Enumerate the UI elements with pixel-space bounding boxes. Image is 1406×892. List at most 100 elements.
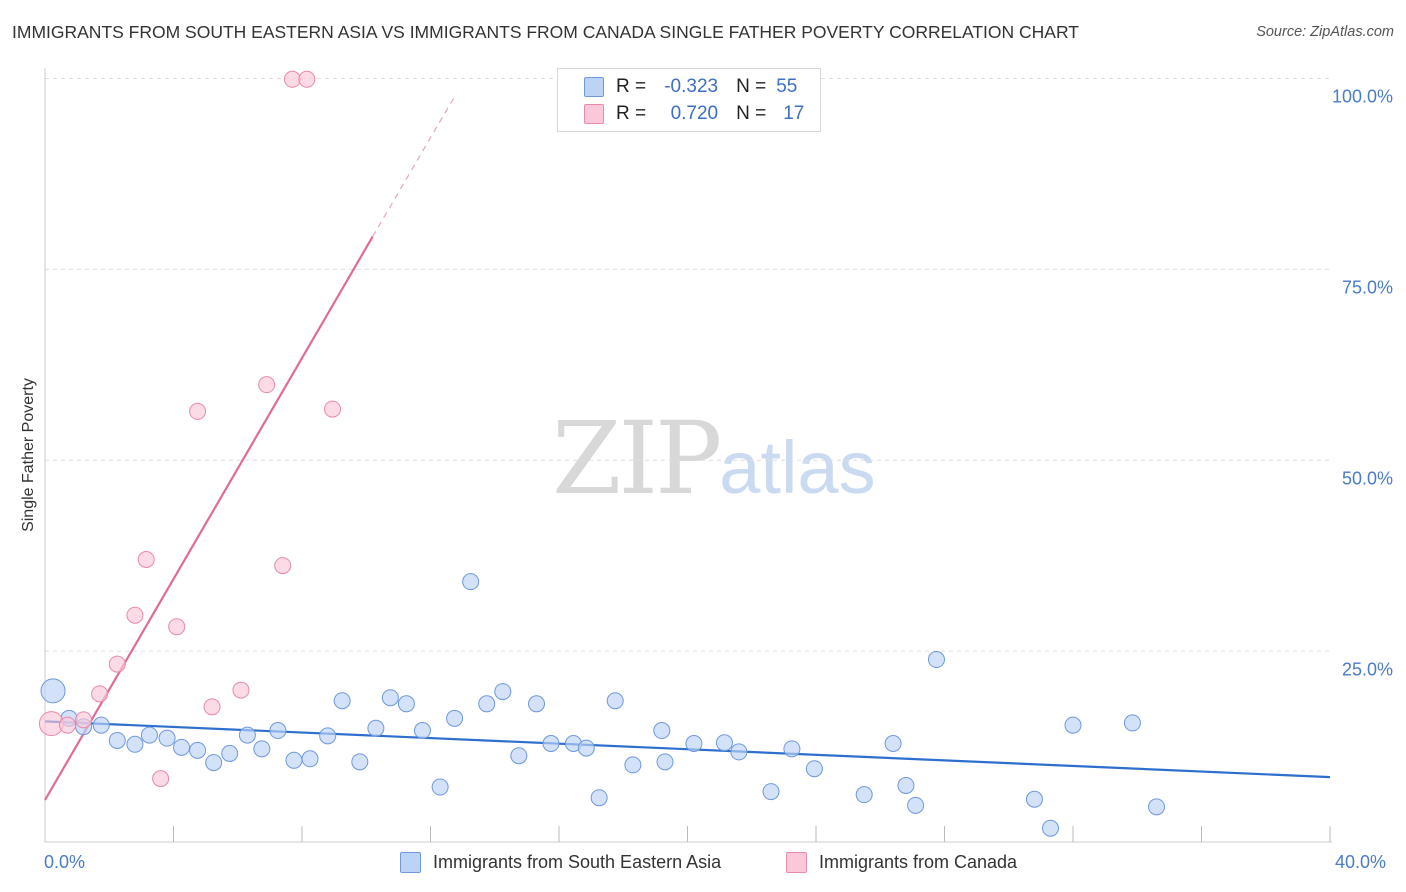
point-sea xyxy=(173,738,191,756)
legend-row-sea: R = -0.323 N = 55 xyxy=(558,74,797,100)
trendline-canada xyxy=(44,235,374,801)
legend-n-value: 55 xyxy=(776,76,798,97)
point-sea xyxy=(762,783,780,801)
legend-swatch-blue xyxy=(400,852,421,873)
legend-item-sea: Immigrants from South Eastern Asia xyxy=(400,852,721,873)
point-sea xyxy=(462,573,480,591)
point-canada xyxy=(324,400,342,418)
point-sea xyxy=(269,722,287,740)
point-sea xyxy=(205,754,223,772)
legend-label-sea: Immigrants from South Eastern Asia xyxy=(433,852,722,872)
point-sea xyxy=(590,789,608,807)
point-sea xyxy=(606,692,624,710)
point-canada xyxy=(189,402,207,420)
y-tick-label-75: 75.0% xyxy=(1341,277,1393,298)
legend-r-value: 0.720 xyxy=(670,103,719,124)
point-sea xyxy=(783,740,801,758)
correlation-legend: R = -0.323 N = 55 R = 0.720 N = 17 xyxy=(557,68,821,132)
source-credit: Source: ZipAtlas.com xyxy=(1256,24,1394,40)
point-canada xyxy=(58,716,76,734)
point-sea xyxy=(126,735,144,753)
legend-n-label: N = xyxy=(736,76,767,97)
legend-r-label: R = xyxy=(616,76,647,97)
point-sea xyxy=(1123,714,1141,732)
point-sea xyxy=(285,751,303,769)
legend-r-label: R = xyxy=(616,103,647,124)
point-sea xyxy=(805,760,823,778)
point-sea xyxy=(189,741,207,759)
trendline-sea xyxy=(44,720,1331,779)
chart-title: IMMIGRANTS FROM SOUTH EASTERN ASIA VS IM… xyxy=(12,22,1079,42)
point-sea xyxy=(367,719,385,737)
legend-label-canada: Immigrants from Canada xyxy=(819,852,1018,872)
point-sea xyxy=(413,722,431,740)
point-sea xyxy=(653,722,671,740)
point-canada xyxy=(274,557,292,575)
point-canada xyxy=(298,70,316,88)
point-sea xyxy=(730,743,748,761)
legend-n-label: N = xyxy=(736,103,767,124)
y-tick-label-50: 50.0% xyxy=(1341,468,1393,489)
point-sea xyxy=(319,727,337,745)
y-axis-label: Single Father Poverty xyxy=(20,378,37,532)
data-points xyxy=(38,70,1166,837)
point-sea xyxy=(510,747,528,765)
point-canada xyxy=(258,376,276,394)
trendline-canada-extension xyxy=(372,93,457,237)
point-sea xyxy=(494,683,512,701)
point-canada xyxy=(137,551,155,569)
point-sea xyxy=(238,726,256,744)
point-sea xyxy=(381,689,399,707)
point-canada xyxy=(91,685,109,703)
point-sea xyxy=(656,753,674,771)
point-sea xyxy=(478,695,496,713)
legend-row-canada: R = 0.720 N = 17 xyxy=(558,101,804,127)
y-tick-label-100: 100.0% xyxy=(1331,86,1393,107)
point-sea xyxy=(351,753,369,771)
point-canada xyxy=(232,681,250,699)
legend-swatch-pink xyxy=(786,852,807,873)
point-sea xyxy=(333,692,351,710)
grid-lines xyxy=(45,78,1332,652)
point-sea xyxy=(221,744,239,762)
point-canada xyxy=(126,606,144,624)
point-sea xyxy=(907,796,925,814)
point-sea xyxy=(40,678,66,704)
point-sea xyxy=(446,709,464,727)
trend-lines xyxy=(44,93,1331,801)
point-sea xyxy=(855,786,873,804)
legend-swatch-pink xyxy=(584,104,604,124)
watermark-zip: ZIP xyxy=(552,400,722,517)
watermark: ZIPatlas xyxy=(552,400,876,517)
point-sea xyxy=(685,735,703,753)
point-sea xyxy=(1064,716,1082,734)
point-sea xyxy=(92,716,110,734)
point-canada xyxy=(168,618,186,636)
point-sea xyxy=(577,739,595,757)
point-sea xyxy=(897,777,915,795)
x-tick-label-max: 40.0% xyxy=(1335,852,1387,872)
point-sea xyxy=(108,731,126,749)
point-canada xyxy=(152,770,170,788)
legend-r-value: -0.323 xyxy=(664,76,719,97)
y-tick-label-25: 25.0% xyxy=(1341,659,1393,680)
point-sea xyxy=(253,740,271,758)
point-sea xyxy=(542,735,560,753)
point-canada xyxy=(203,698,221,716)
point-canada xyxy=(75,711,93,729)
point-sea xyxy=(1042,819,1060,837)
point-sea xyxy=(301,750,319,768)
point-sea xyxy=(715,734,733,752)
x-tick-label-min: 0.0% xyxy=(44,852,86,872)
point-sea xyxy=(624,756,642,774)
point-sea xyxy=(528,695,546,713)
point-sea xyxy=(158,729,176,747)
legend-swatch-blue xyxy=(584,77,604,97)
point-sea xyxy=(431,778,449,796)
point-canada xyxy=(108,655,126,673)
point-sea xyxy=(884,735,902,753)
point-sea xyxy=(397,695,415,713)
point-sea xyxy=(1025,790,1043,808)
point-sea xyxy=(927,651,945,669)
